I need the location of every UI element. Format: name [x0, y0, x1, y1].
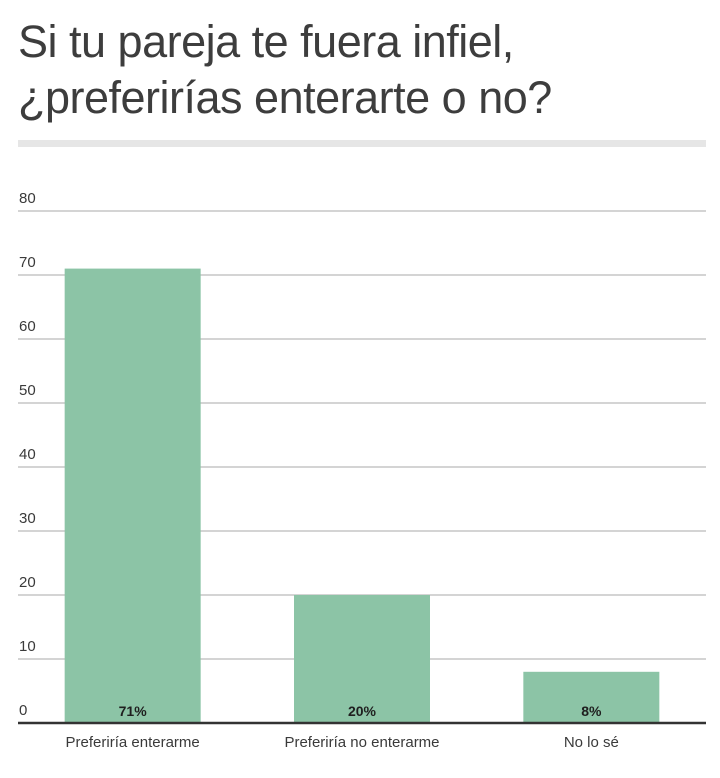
- chart-title: Si tu pareja te fuera infiel, ¿preferirí…: [18, 14, 552, 126]
- y-tick-label: 70: [19, 254, 36, 271]
- y-tick-label: 40: [19, 446, 36, 463]
- y-tick-label: 10: [19, 638, 36, 655]
- data-label: 71%: [119, 703, 148, 719]
- chart-title-line-1: Si tu pareja te fuera infiel,: [18, 16, 514, 67]
- title-divider: [18, 140, 706, 147]
- y-tick-label: 80: [19, 190, 36, 207]
- x-category-label: Preferiría no enterarme: [284, 734, 439, 751]
- data-label: 20%: [348, 703, 377, 719]
- y-tick-label: 0: [19, 702, 27, 719]
- y-tick-label: 20: [19, 574, 36, 591]
- bar: [523, 671, 660, 723]
- y-tick-label: 60: [19, 318, 36, 335]
- bar: [294, 595, 430, 723]
- x-category-label: No lo sé: [564, 734, 619, 751]
- chart-title-line-2: ¿preferirías enterarte o no?: [18, 72, 552, 123]
- y-tick-label: 30: [19, 510, 36, 527]
- bar: [64, 268, 201, 723]
- data-label: 8%: [581, 703, 602, 719]
- x-category-label: Preferiría enterarme: [66, 734, 200, 751]
- y-tick-label: 50: [19, 382, 36, 399]
